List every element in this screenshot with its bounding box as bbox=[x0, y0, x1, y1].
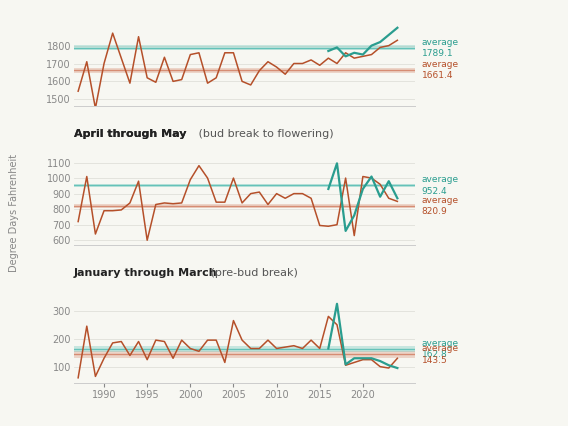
Bar bbox=[74, 68, 415, 72]
Bar bbox=[74, 351, 415, 358]
Text: April through May: April through May bbox=[74, 130, 186, 139]
Text: April through May: April through May bbox=[74, 130, 186, 139]
Bar bbox=[74, 184, 415, 187]
Text: average
1789.1: average 1789.1 bbox=[421, 37, 459, 58]
Bar bbox=[74, 46, 415, 50]
Text: April through May (bud break to flowering): April through May (bud break to flowerin… bbox=[74, 130, 344, 139]
Text: (pre-bud break): (pre-bud break) bbox=[207, 268, 298, 278]
Text: January through March: January through March bbox=[74, 268, 218, 278]
Text: average
1661.4: average 1661.4 bbox=[421, 60, 459, 81]
Text: (bud break to flowering): (bud break to flowering) bbox=[195, 130, 333, 139]
Text: average
162.8: average 162.8 bbox=[421, 339, 459, 359]
Text: Degree Days Fahrenheit: Degree Days Fahrenheit bbox=[9, 154, 19, 272]
Text: average
952.4: average 952.4 bbox=[421, 176, 459, 196]
Text: average
143.5: average 143.5 bbox=[421, 345, 459, 365]
Bar bbox=[74, 346, 415, 352]
Bar bbox=[74, 204, 415, 208]
Text: average
820.9: average 820.9 bbox=[421, 196, 459, 216]
